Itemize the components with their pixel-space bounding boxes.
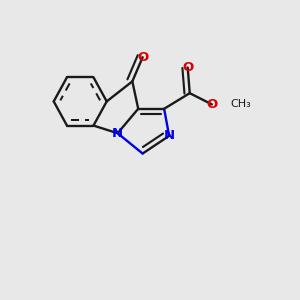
Text: CH₃: CH₃ bbox=[230, 99, 251, 110]
Text: O: O bbox=[137, 51, 148, 64]
Text: N: N bbox=[164, 129, 175, 142]
Text: O: O bbox=[206, 98, 218, 111]
Text: O: O bbox=[182, 61, 193, 74]
Text: N: N bbox=[112, 127, 123, 140]
